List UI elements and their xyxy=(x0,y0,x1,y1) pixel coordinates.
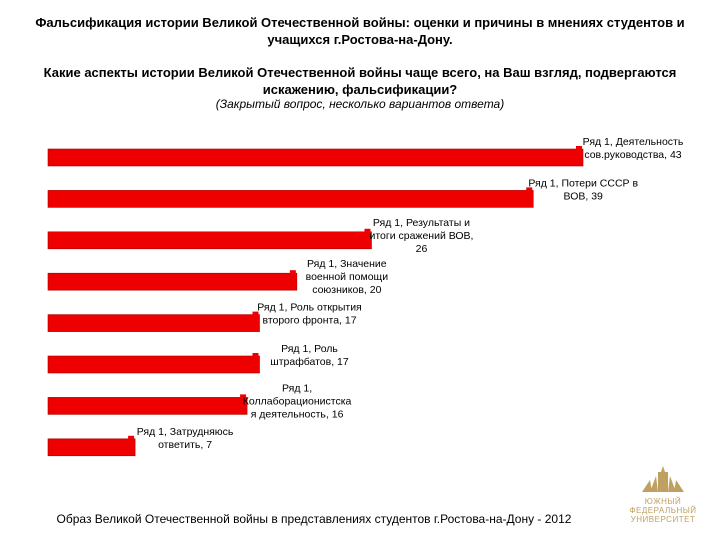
bar-6 xyxy=(47,355,260,374)
bar-marker-7 xyxy=(240,394,247,401)
bar-marker-6 xyxy=(252,353,259,359)
slide-title: Фальсификация истории Великой Отечествен… xyxy=(35,15,685,47)
bar-5 xyxy=(47,314,260,332)
bar-2 xyxy=(47,190,534,208)
data-label-line: 26 xyxy=(416,243,428,255)
data-label-line: сов.руководства, 43 xyxy=(584,149,681,161)
data-label-line: ответить, 7 xyxy=(158,439,212,451)
bar-marker-8 xyxy=(128,435,135,442)
bar-4 xyxy=(47,272,298,291)
data-label-1: Ряд 1, Деятельность сов.руководства, 43 xyxy=(583,136,684,161)
data-label-line: Ряд 1, Деятельность xyxy=(583,136,684,148)
university-logo: ЮЖНЫЙ ФЕДЕРАЛЬНЫЙ УНИВЕРСИТЕТ xyxy=(618,466,708,528)
data-label-4: Ряд 1, Значение военной помощи союзников, … xyxy=(306,258,389,296)
footer-caption: Образ Великой Отечественной войны в пред… xyxy=(56,512,572,526)
data-label-line: Ряд 1, Потери СССР в xyxy=(528,177,638,189)
data-label-line: итоги сражений ВОВ, xyxy=(369,230,473,242)
bar-marker-2 xyxy=(526,187,533,194)
bar-marker-1 xyxy=(576,146,582,152)
data-label-line: Ряд 1, xyxy=(282,382,312,394)
bar-marker-4 xyxy=(289,270,296,277)
data-label-7: Ряд 1, Коллаборационистска я деятельность,… xyxy=(243,382,352,420)
data-label-8: Ряд 1, Затрудняюсь ответить, 7 xyxy=(137,426,234,451)
data-label-line: Ряд 1, Роль xyxy=(281,343,338,355)
logo-line-1: ЮЖНЫЙ xyxy=(644,497,682,506)
data-label-line: штрафбатов, 17 xyxy=(270,356,349,368)
data-label-line: военной помощи xyxy=(306,271,389,283)
bar-marker-3 xyxy=(364,228,371,235)
data-label-line: ВОВ, 39 xyxy=(564,190,603,202)
data-label-line: Ряд 1, Результаты и xyxy=(373,217,470,229)
data-label-line: Ряд 1, Роль открытия xyxy=(257,302,361,314)
data-label-2: Ряд 1, Потери СССР в ВОВ, 39 xyxy=(528,177,638,202)
data-label-5: Ряд 1, Роль открытия второго фронта, 17 xyxy=(257,302,361,327)
logo-line-2: ФЕДЕРАЛЬНЫЙ xyxy=(629,506,697,515)
logo-line-3: УНИВЕРСИТЕТ xyxy=(630,515,696,524)
data-label-3: Ряд 1, Результаты и итоги сражений ВОВ, 26 xyxy=(369,217,473,255)
survey-question: Какие аспекты истории Великой Отечествен… xyxy=(43,65,677,97)
bar-8 xyxy=(47,438,136,457)
data-label-line: я деятельность, 16 xyxy=(251,408,344,420)
question-type-note: (Закрытый вопрос, несколько вариантов от… xyxy=(215,97,505,111)
bar-1 xyxy=(47,148,584,167)
bar-3 xyxy=(47,231,372,250)
data-label-line: Ряд 1, Затрудняюсь xyxy=(137,426,234,438)
data-label-line: союзников, 20 xyxy=(312,284,381,296)
data-label-line: Ряд 1, Значение xyxy=(307,258,387,270)
bar-marker-5 xyxy=(252,311,259,318)
data-label-line: Коллаборационистска xyxy=(243,395,352,407)
data-label-6: Ряд 1, Роль штрафбатов, 17 xyxy=(270,343,349,368)
data-label-line: второго фронта, 17 xyxy=(262,315,356,327)
bar-7 xyxy=(47,397,248,415)
sunburst-icon xyxy=(642,466,684,492)
